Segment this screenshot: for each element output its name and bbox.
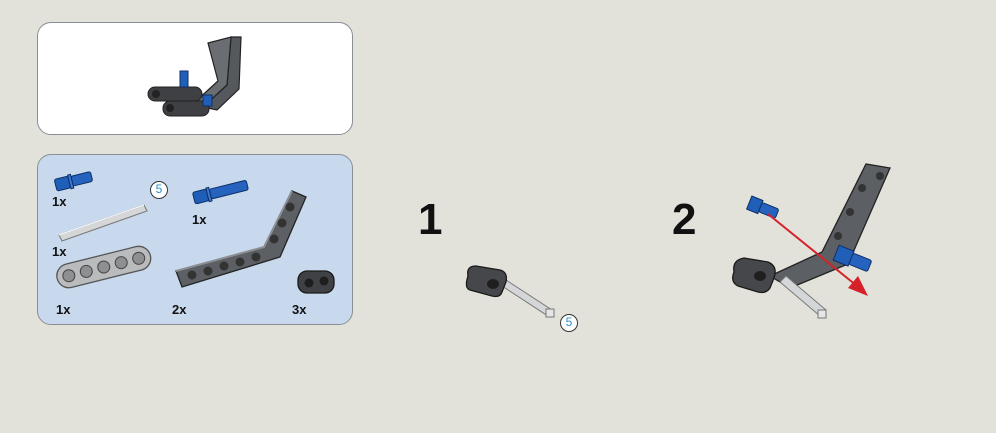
angled-beam-image [175, 190, 307, 288]
connector-block-qty: 3x [292, 302, 307, 317]
beam-5-image [56, 245, 152, 289]
blue-long-pin-qty: 1x [192, 212, 207, 227]
axle-length-badge: 5 [150, 181, 168, 199]
step-1-assembly-image [465, 265, 555, 318]
connector-block-image [297, 270, 335, 294]
blue-pin-qty: 1x [52, 194, 67, 209]
step-1-number: 1 [418, 195, 443, 244]
step-1-axle-length-badge: 5 [560, 314, 578, 332]
submodel-preview-panel [37, 22, 353, 135]
beam-5-qty: 1x [56, 302, 71, 317]
step-2-number: 2 [672, 195, 697, 244]
step-2-assembly-image [732, 163, 891, 319]
angled-beam-qty: 2x [172, 302, 187, 317]
parts-list-panel: 1x 5 1x 1x 1x [37, 154, 353, 325]
submodel-assembly-image [147, 36, 242, 117]
axle-5-image [58, 204, 148, 242]
blue-pin-image [54, 171, 93, 192]
axle-5-qty: 1x [52, 244, 67, 259]
blue-long-pin-image [192, 180, 249, 205]
